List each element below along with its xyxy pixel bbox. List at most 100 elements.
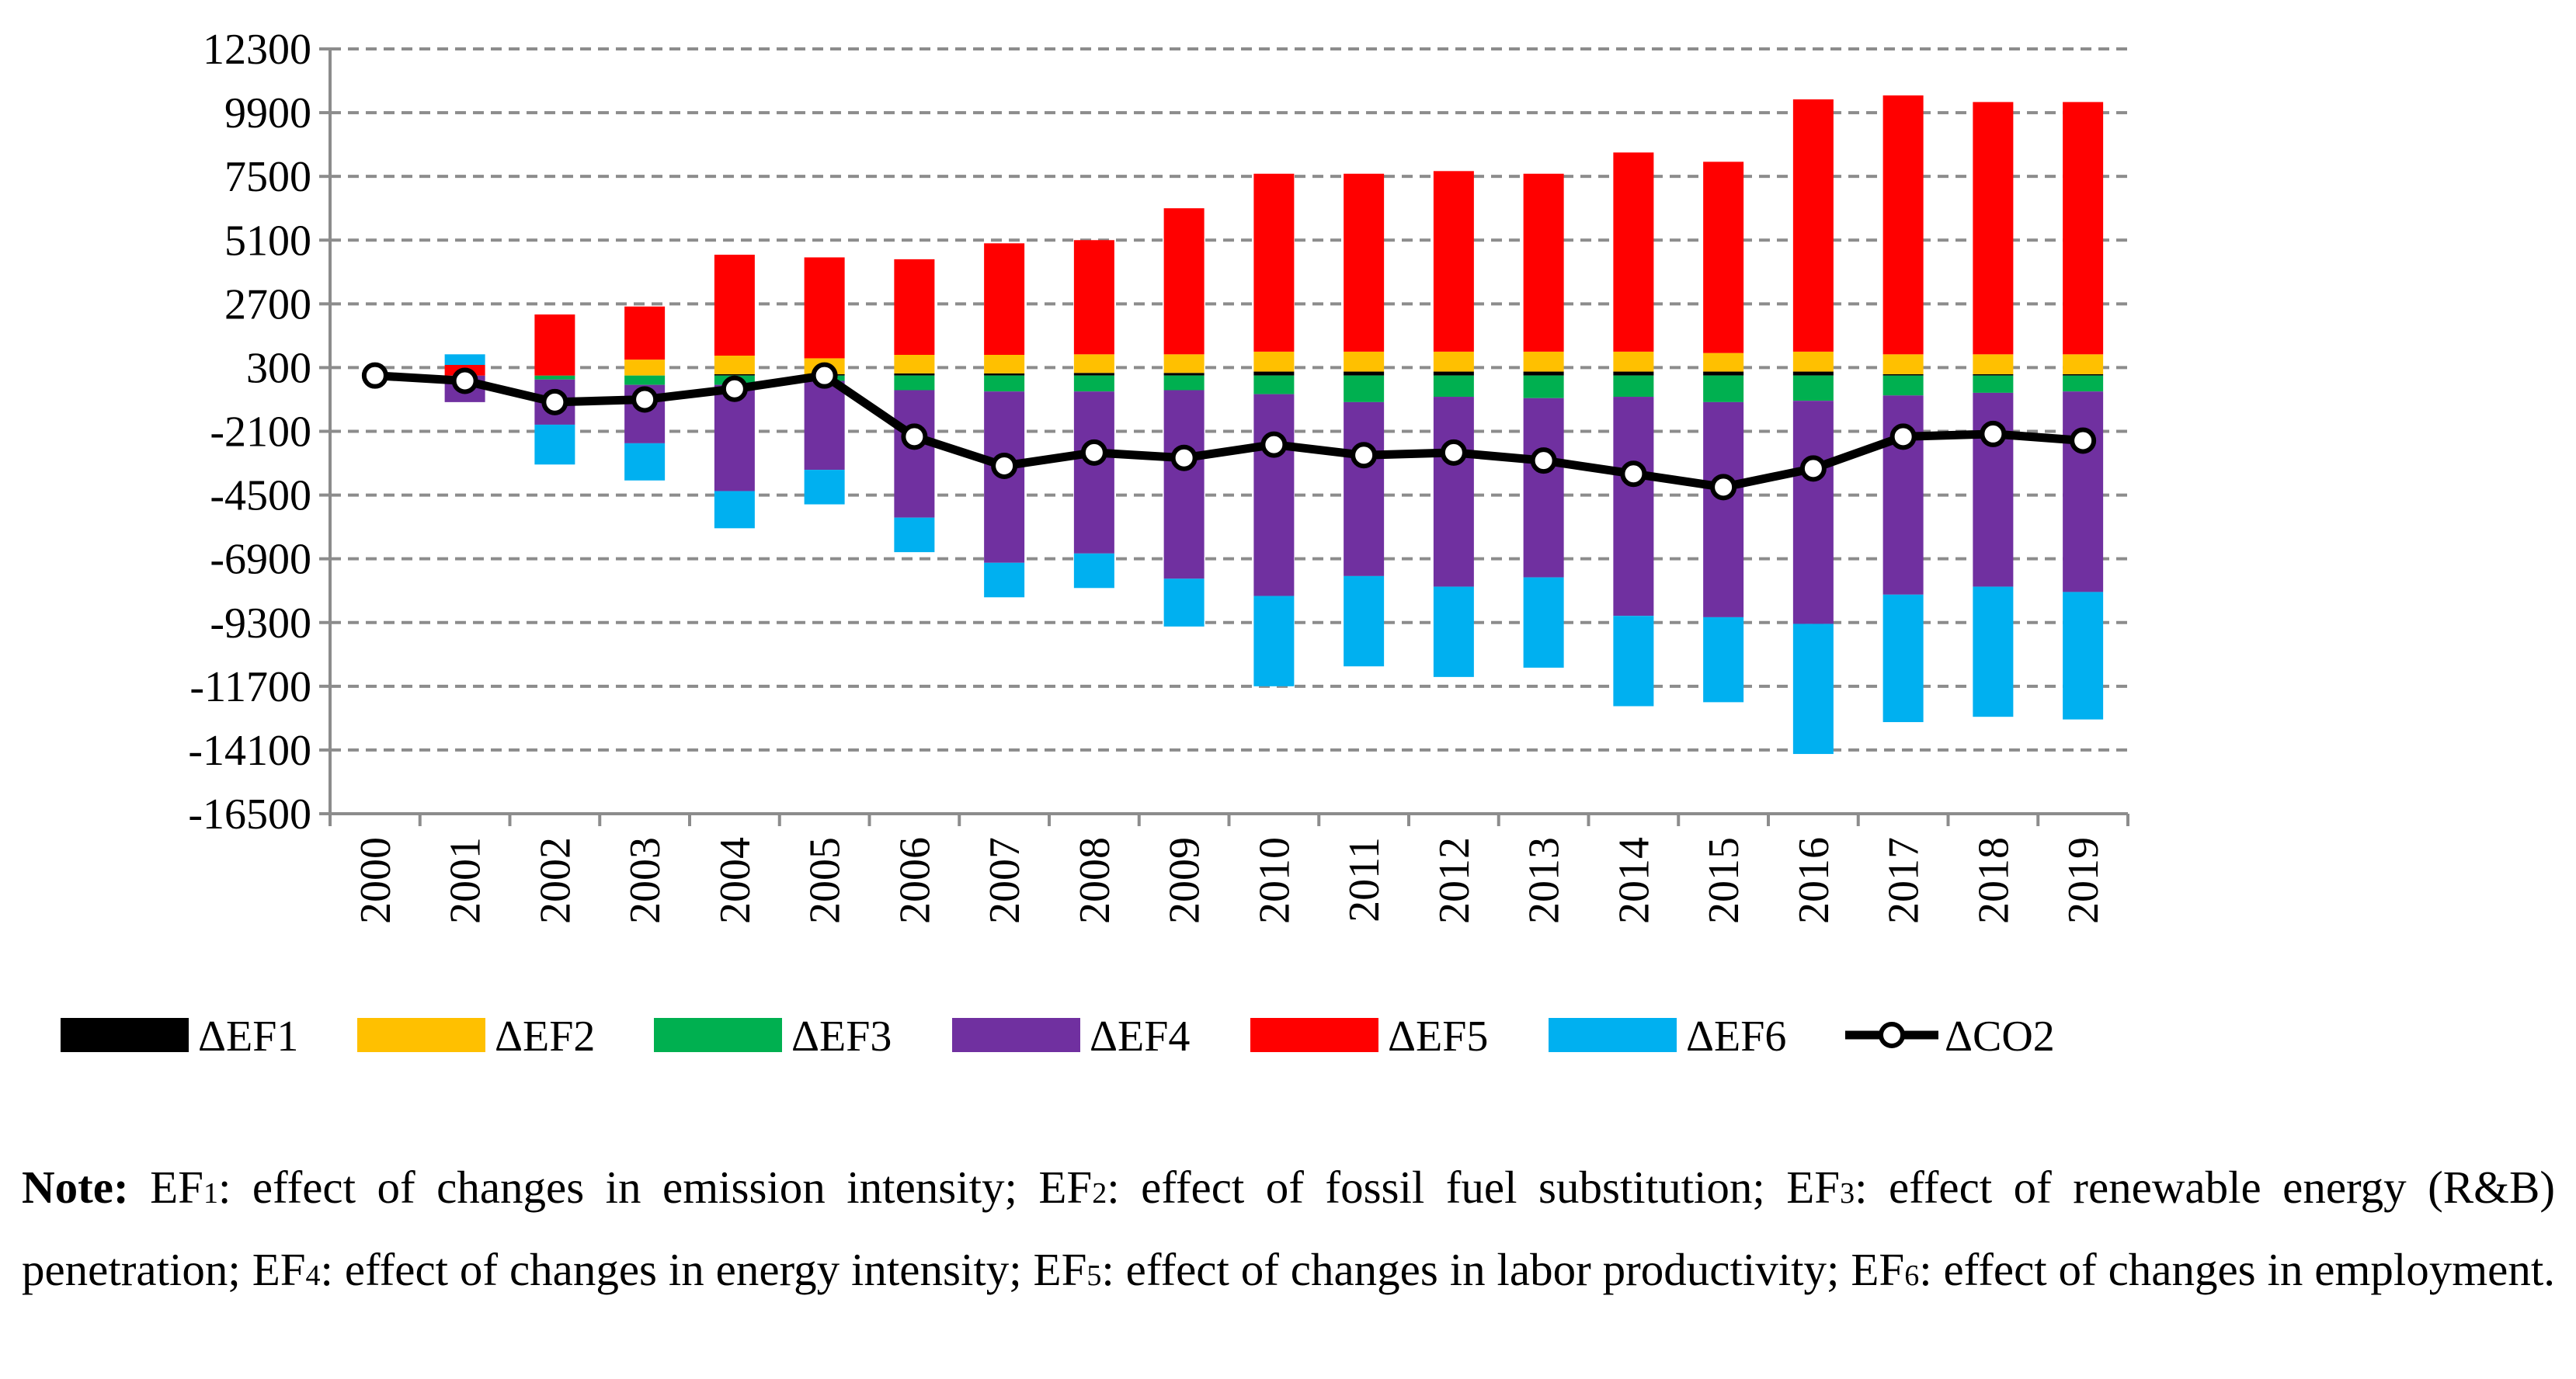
legend-label-def4: ΔEF4 (1090, 1013, 1190, 1061)
bar-def3-2007 (984, 375, 1025, 392)
bar-def6-2015 (1703, 617, 1744, 703)
point-dco2-2015 (1710, 474, 1737, 501)
bar-def6-2001 (444, 354, 485, 365)
note: Note: EF1: effect of changes in emission… (22, 1149, 2555, 1314)
legend-swatch-def6 (1549, 1018, 1677, 1052)
x-tick-label-2004: 2004 (711, 837, 760, 924)
legend-label-def5: ΔEF5 (1388, 1013, 1488, 1061)
x-tick-label-2010: 2010 (1250, 837, 1298, 924)
bar-def6-2005 (804, 470, 845, 505)
bar-def3-2015 (1703, 375, 1744, 402)
bar-def1-2006 (894, 373, 935, 376)
point-dco2-2000 (361, 362, 388, 389)
bar-def3-2002 (534, 375, 575, 380)
point-dco2-2006 (901, 423, 928, 450)
bar-def6-2008 (1073, 553, 1114, 589)
point-dco2-2008 (1080, 439, 1107, 466)
bar-def6-2012 (1433, 586, 1474, 677)
x-tick-label-2012: 2012 (1431, 837, 1479, 924)
bar-def3-2014 (1613, 375, 1654, 398)
x-tick-label-2007: 2007 (981, 837, 1029, 924)
note-ef3-sub: 3 (1840, 1177, 1855, 1210)
point-dco2-2007 (991, 452, 1018, 479)
point-dco2-2010 (1260, 431, 1288, 458)
legend-swatch-marker-dco2 (1879, 1022, 1905, 1048)
bar-def3-2003 (624, 375, 666, 385)
bar-def6-2019 (2063, 592, 2104, 720)
x-tick-label-2015: 2015 (1700, 837, 1748, 924)
bar-def1-2004 (714, 373, 755, 376)
bar-def3-2012 (1433, 375, 1474, 398)
bar-def1-2016 (1792, 371, 1834, 376)
note-ef3-label: EF (1786, 1162, 1841, 1213)
bar-def5-2009 (1163, 208, 1205, 355)
bar-def3-2006 (894, 375, 935, 391)
y-tick-label-3: 5100 (224, 217, 311, 265)
line-dco2 (374, 371, 2084, 492)
point-dco2-2005 (811, 362, 838, 389)
bar-def1-2010 (1253, 371, 1295, 376)
bar-def4-2009 (1163, 390, 1205, 579)
legend-label-def6: ΔEF6 (1686, 1013, 1786, 1061)
point-dco2-2003 (631, 386, 659, 413)
bars (444, 95, 2104, 755)
bar-def4-2015 (1703, 401, 1744, 617)
legend-swatch-def4 (952, 1018, 1080, 1052)
note-ef2-sub: 2 (1092, 1177, 1107, 1210)
x-tick-label-2009: 2009 (1161, 837, 1209, 924)
bar-def5-2008 (1073, 240, 1114, 355)
bar-def6-2006 (894, 517, 935, 553)
bar-def6-2003 (624, 443, 666, 481)
x-tick-label-2011: 2011 (1340, 837, 1389, 922)
note-ef2-text: : effect of fossil fuel substitution; (1107, 1162, 1787, 1213)
bar-def5-2012 (1433, 171, 1474, 352)
note-ef6-label: EF (1851, 1244, 1905, 1295)
bar-def1-2009 (1163, 373, 1205, 376)
bar-def1-2015 (1703, 371, 1744, 376)
bar-def1-2019 (2063, 373, 2104, 376)
point-dco2-2018 (1980, 420, 2007, 447)
y-tick-label-12: -16500 (188, 790, 311, 839)
bar-def1-2007 (984, 373, 1025, 376)
bar-def2-2017 (1882, 354, 1924, 374)
note-ef6-sub: 6 (1904, 1259, 1920, 1292)
bar-def1-2012 (1433, 371, 1474, 376)
bar-def4-2008 (1073, 391, 1114, 554)
bar-def5-2006 (894, 259, 935, 355)
bar-def5-2011 (1344, 173, 1385, 352)
note-bold: Note: (22, 1162, 129, 1213)
point-dco2-2001 (451, 367, 478, 394)
bar-def5-2004 (714, 255, 755, 356)
point-dco2-2019 (2070, 427, 2097, 454)
legend-label-dco2: ΔCO2 (1945, 1013, 2055, 1061)
legend-label-def2: ΔEF2 (495, 1013, 595, 1061)
x-axis-ticks: 2000 2001 2002 2003 2004 2005 2006 2007 2008 2009… (352, 837, 2108, 924)
bar-def2-2018 (1973, 354, 2014, 374)
y-tick-label-11: -14100 (188, 727, 311, 775)
note-ef1-label: EF (150, 1162, 203, 1213)
bar-def2-2013 (1523, 351, 1564, 372)
bar-def3-2018 (1973, 375, 2014, 393)
point-dco2-2016 (1799, 455, 1827, 482)
y-tick-label-2: 7500 (224, 153, 311, 201)
bar-def5-2019 (2063, 102, 2104, 355)
legend-swatch-def1 (61, 1018, 189, 1052)
bar-def2-2004 (714, 356, 755, 374)
x-tick-label-2008: 2008 (1071, 837, 1119, 924)
y-tick-label-7: -4500 (210, 472, 311, 520)
bar-def6-2011 (1344, 575, 1385, 667)
bar-def1-2018 (1973, 373, 2014, 376)
bar-def5-2003 (624, 306, 666, 360)
y-tick-label-10: -11700 (189, 663, 311, 711)
x-tick-label-2001: 2001 (442, 837, 490, 924)
legend-swatch-def2 (357, 1018, 485, 1052)
point-dco2-2014 (1620, 460, 1647, 488)
bar-def3-2009 (1163, 375, 1205, 391)
note-ef5-sub: 5 (1086, 1259, 1102, 1292)
bar-def4-2010 (1253, 394, 1295, 596)
note-line-1: Note: EF1: effect of changes in emission… (22, 1149, 2555, 1314)
bar-def5-2015 (1703, 162, 1744, 353)
note-ef5-text: : effect of changes in labor productivit… (1101, 1244, 1851, 1295)
x-tick-label-2017: 2017 (1880, 837, 1928, 924)
note-ef6-text: : effect of changes in employment. (1919, 1244, 2555, 1295)
